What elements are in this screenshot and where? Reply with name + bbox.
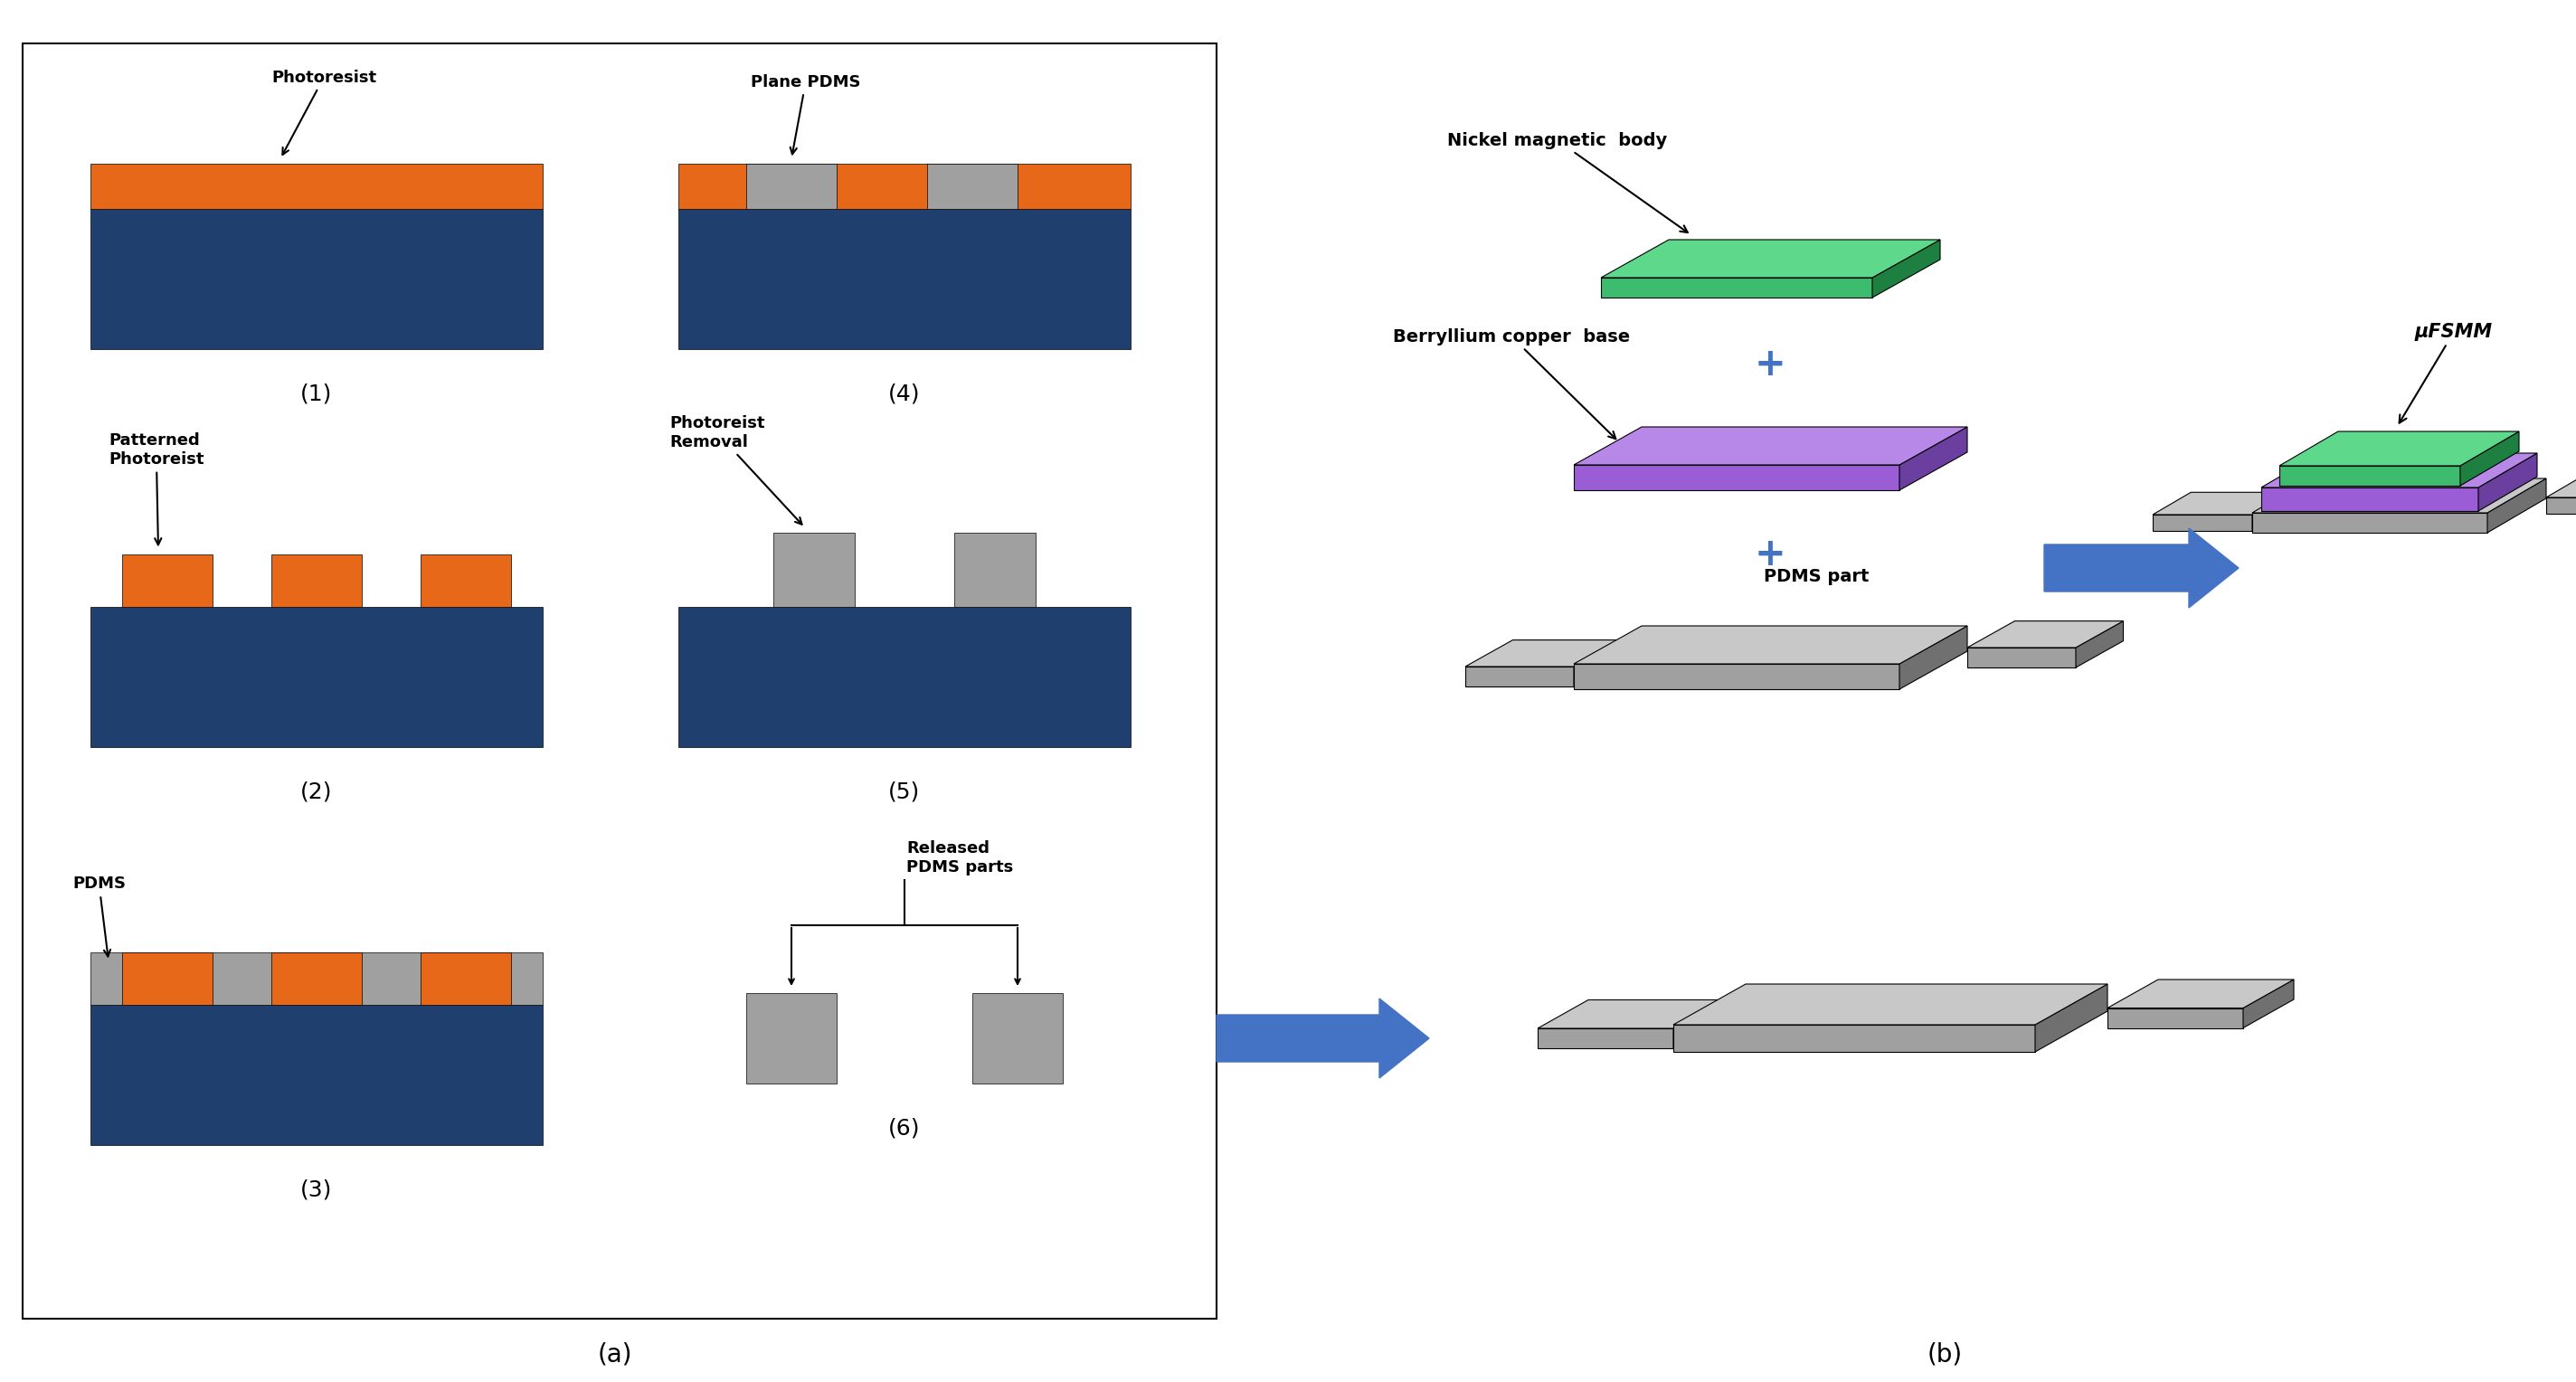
Bar [90,952,544,1005]
Polygon shape [2154,514,2251,531]
Polygon shape [1466,640,1620,666]
Polygon shape [2460,431,2519,485]
Bar [420,554,510,607]
Polygon shape [1899,626,1968,690]
Polygon shape [2262,488,2478,511]
Polygon shape [1674,1024,2035,1052]
Polygon shape [1574,427,1968,464]
Polygon shape [1600,278,1873,297]
Text: (b): (b) [1927,1342,1963,1368]
Polygon shape [1674,999,1723,1049]
Polygon shape [1574,464,1899,491]
Text: (4): (4) [889,383,920,405]
Polygon shape [2076,621,2123,668]
Text: PDMS: PDMS [72,876,126,956]
Bar [773,532,855,607]
Text: (a): (a) [598,1342,634,1368]
Polygon shape [2488,478,2545,532]
Bar [677,209,1131,348]
Polygon shape [1538,999,1723,1028]
FancyArrow shape [1216,999,1430,1078]
Polygon shape [2035,984,2107,1052]
Polygon shape [1873,239,1940,297]
Text: Plane PDMS: Plane PDMS [750,73,860,155]
Polygon shape [1968,621,2123,648]
Text: +: + [1754,346,1785,383]
Text: μFSMM: μFSMM [2398,323,2494,423]
Bar [270,952,361,1005]
Bar [90,209,544,348]
Text: Berryllium copper  base: Berryllium copper base [1394,328,1631,439]
Text: PDMS part: PDMS part [1765,568,1870,585]
Polygon shape [1674,984,2107,1024]
Polygon shape [1968,648,2076,668]
Text: Patterned
Photoreist: Patterned Photoreist [108,433,204,545]
Polygon shape [2280,431,2519,466]
Polygon shape [2545,475,2576,498]
Text: (2): (2) [301,781,332,803]
Polygon shape [2262,453,2537,488]
Text: Photoresist: Photoresist [270,69,376,155]
Bar [747,163,837,209]
Polygon shape [1899,427,1968,491]
Polygon shape [2244,980,2293,1028]
Text: (6): (6) [889,1118,920,1140]
Polygon shape [2251,478,2545,513]
Bar [420,952,510,1005]
Bar [121,952,214,1005]
Polygon shape [1600,239,1940,278]
Polygon shape [2545,498,2576,514]
Polygon shape [2107,980,2293,1007]
Polygon shape [1574,626,1968,663]
Bar [23,43,1216,1318]
Polygon shape [1466,666,1574,687]
Text: (3): (3) [301,1179,332,1201]
Polygon shape [2107,1007,2244,1028]
Text: +: + [1754,535,1785,574]
Bar [270,554,361,607]
Polygon shape [1538,1028,1674,1049]
Polygon shape [1574,663,1899,690]
Bar [747,994,837,1083]
Bar [121,554,214,607]
Bar [90,163,544,209]
Text: Nickel magnetic  body: Nickel magnetic body [1448,131,1687,232]
Bar [971,994,1064,1083]
Text: (5): (5) [889,781,920,803]
Bar [927,163,1018,209]
Polygon shape [1574,640,1620,687]
Text: Released
PDMS parts: Released PDMS parts [907,840,1012,876]
Text: Photoreist
Removal: Photoreist Removal [670,415,801,524]
Polygon shape [2478,453,2537,511]
Text: (1): (1) [301,383,332,405]
Polygon shape [2251,492,2290,531]
Bar [953,532,1036,607]
Polygon shape [2154,492,2290,514]
FancyArrow shape [2045,528,2239,608]
Bar [90,607,544,746]
Polygon shape [2280,466,2460,485]
Bar [90,1005,544,1144]
Polygon shape [2251,513,2488,532]
Bar [677,163,1131,209]
Bar [677,607,1131,746]
